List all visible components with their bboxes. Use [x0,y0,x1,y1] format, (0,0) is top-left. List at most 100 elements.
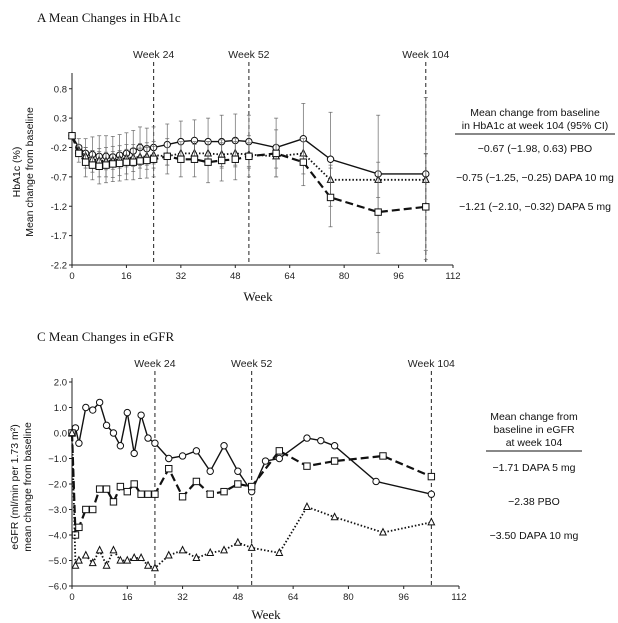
data-point-triangle [150,563,159,572]
hba1c-y-axis-title-line2: Mean change from baseline [24,107,36,237]
x-tick-label: 32 [177,592,188,603]
series-triangle [67,428,436,572]
data-point-circle [89,406,97,414]
legend-entry: −1.21 (−2.10, −0.32) DAPA 5 mg [459,201,611,213]
data-point-triangle [116,555,125,564]
data-point-circle [372,477,380,486]
data-point-circle [220,442,228,450]
data-point-square [374,208,382,216]
data-point-triangle [164,550,173,559]
y-tick-label: −4.0 [48,531,67,542]
data-point-square [115,159,124,168]
data-point-square [379,452,387,460]
data-point-triangle [95,545,104,554]
data-point-square [192,477,201,486]
data-point-triangle [71,560,80,569]
data-point-square [275,447,284,455]
data-point-circle [137,411,145,419]
data-point-triangle [247,542,256,551]
hba1c-x-axis-title: Week [243,289,273,304]
data-point-triangle [130,553,139,562]
data-point-square [190,155,199,163]
data-point-square [247,482,256,491]
data-point-square [330,457,339,465]
data-point-square [151,490,159,498]
series-square [68,429,436,539]
data-point-circle [109,429,118,437]
data-point-triangle [81,550,90,559]
data-point-square [88,161,97,169]
data-point-square [220,487,228,496]
legend-entry: −3.50 DAPA 10 mg [490,530,579,542]
y-tick-label: 0.8 [54,84,67,95]
data-point-square [245,152,253,161]
data-point-triangle [123,555,132,564]
week-reference-label: Week 104 [402,49,449,61]
data-point-circle [427,490,436,498]
series-line [71,401,432,495]
egfr-x-axis-title: Week [251,607,281,622]
data-point-square [68,132,76,140]
data-point-triangle [137,553,146,562]
x-tick-label: 16 [122,592,133,603]
y-tick-label: -1.2 [51,202,67,213]
y-tick-label: -1.7 [51,231,67,242]
data-point-triangle [67,428,77,437]
data-point-circle [234,467,242,475]
data-point-square [234,480,242,488]
data-point-square [123,487,131,496]
y-tick-label: −5.0 [48,556,67,567]
series-line [71,432,432,570]
data-point-square [144,490,152,498]
data-point-square [272,149,280,158]
y-tick-label: 0.3 [54,114,67,125]
egfr-y-axis-title-line2: mean change from baseline [22,422,34,552]
data-point-circle [192,447,201,455]
data-point-triangle [206,547,215,556]
data-point-square [231,155,239,163]
legend-header-line: Mean change from baseline [470,107,600,119]
data-point-circle [130,449,138,458]
hba1c-y-axis-title-line1: HbA1c (%) [11,147,23,198]
data-point-circle [330,442,339,450]
legend-entry: −0.67 (−1.98, 0.63) PBO [478,143,592,155]
data-point-circle [144,434,152,442]
data-point-square [326,193,335,202]
data-point-circle [317,436,325,445]
legend-header-line: baseline in eGFR [493,424,575,436]
data-point-square [75,149,83,158]
data-point-square [206,490,214,498]
data-point-circle [275,454,284,463]
data-point-circle [151,439,159,447]
y-tick-label: −3.0 [48,505,67,516]
series-circle [68,398,436,498]
data-point-square [129,158,137,166]
egfr-panel-title: C Mean Changes in eGFR [37,329,175,344]
data-point-square [143,156,151,165]
x-tick-label: 64 [288,592,299,603]
data-point-square [75,523,83,532]
x-tick-label: 112 [451,592,466,603]
data-point-circle [261,457,270,465]
egfr-y-axis-title-line1: eGFR (ml/min per 1.73 m²) [9,424,21,549]
data-point-square [204,158,212,166]
data-point-square [89,505,97,514]
data-point-square [427,472,436,481]
legend-entry: −1.71 DAPA 5 mg [493,462,576,474]
egfr-chart-panel: C Mean Changes in eGFR Week eGFR (ml/min… [9,329,582,622]
y-tick-label: −6.0 [48,582,67,593]
x-tick-label: 96 [393,271,404,282]
data-point-square [178,493,187,501]
legend-entry: −2.38 PBO [508,496,560,508]
data-point-square [130,480,138,488]
x-tick-label: 64 [284,271,295,282]
data-point-circle [95,398,104,407]
data-point-triangle [192,553,201,562]
data-point-circle [102,421,111,430]
week-reference-label: Week 52 [228,49,269,61]
data-point-circle [123,408,131,417]
series-square [68,129,430,261]
data-point-circle [82,403,90,412]
